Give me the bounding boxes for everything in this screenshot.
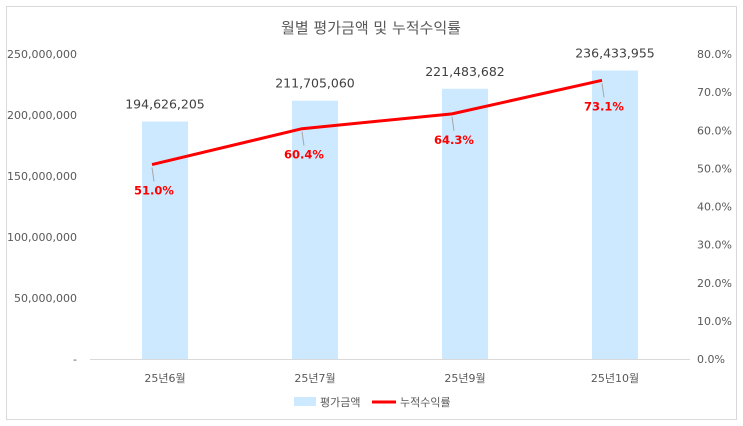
plot-area: - 50,000,000 100,000,000 150,000,000 200,000…: [7, 46, 732, 385]
y-right-tick-label: 70.0%: [697, 86, 732, 99]
y-right-tick-label: 50.0%: [697, 162, 732, 175]
y-left-tick-label: -: [73, 353, 77, 366]
legend: 평가금액 누적수익률: [294, 396, 451, 409]
bar: [442, 88, 488, 359]
y-left-tick-label: 50,000,000: [14, 292, 77, 305]
y-right-tick-label: 20.0%: [697, 277, 732, 290]
label-leader-line: [601, 83, 605, 98]
bar: [292, 100, 338, 360]
y-left-tick-label: 150,000,000: [7, 170, 77, 183]
legend-label: 누적수익률: [400, 396, 451, 409]
chart-title: 월별 평가금액 및 누적수익률: [281, 19, 461, 37]
x-tick-label: 25년10월: [591, 372, 639, 385]
line-data-label: 51.0%: [134, 184, 174, 198]
y-right-tick-label: 40.0%: [697, 201, 732, 214]
bar-data-label: 236,433,955: [575, 46, 655, 61]
y-right-tick-label: 30.0%: [697, 239, 732, 252]
y-left-tick-label: 100,000,000: [7, 231, 77, 244]
y-left-tick-label: 200,000,000: [7, 109, 77, 122]
bar-data-label: 211,705,060: [275, 76, 355, 91]
y-right-tick-label: 80.0%: [697, 48, 732, 61]
legend-label: 평가금액: [320, 396, 360, 409]
label-leader-line: [451, 116, 455, 131]
y-right-tick-label: 0.0%: [697, 353, 725, 366]
label-leader-line: [151, 167, 155, 182]
line-data-label: 73.1%: [584, 99, 624, 113]
line-series: [151, 78, 603, 167]
line-data-label: 60.4%: [284, 148, 324, 162]
y-left-tick-label: 250,000,000: [7, 48, 77, 61]
y-right-tick-label: 10.0%: [697, 315, 732, 328]
x-tick-label: 25년6월: [144, 372, 185, 385]
bar: [592, 70, 638, 360]
x-tick-label: 25년9월: [444, 372, 485, 385]
line-data-label: 64.3%: [434, 133, 474, 147]
bar-data-label: 194,626,205: [125, 97, 205, 112]
label-leader-line: [301, 131, 305, 146]
x-tick-label: 25년7월: [294, 372, 335, 385]
legend-swatch-bar: [294, 397, 316, 406]
bar-data-label: 221,483,682: [425, 64, 505, 79]
y-right-tick-label: 60.0%: [697, 124, 732, 137]
